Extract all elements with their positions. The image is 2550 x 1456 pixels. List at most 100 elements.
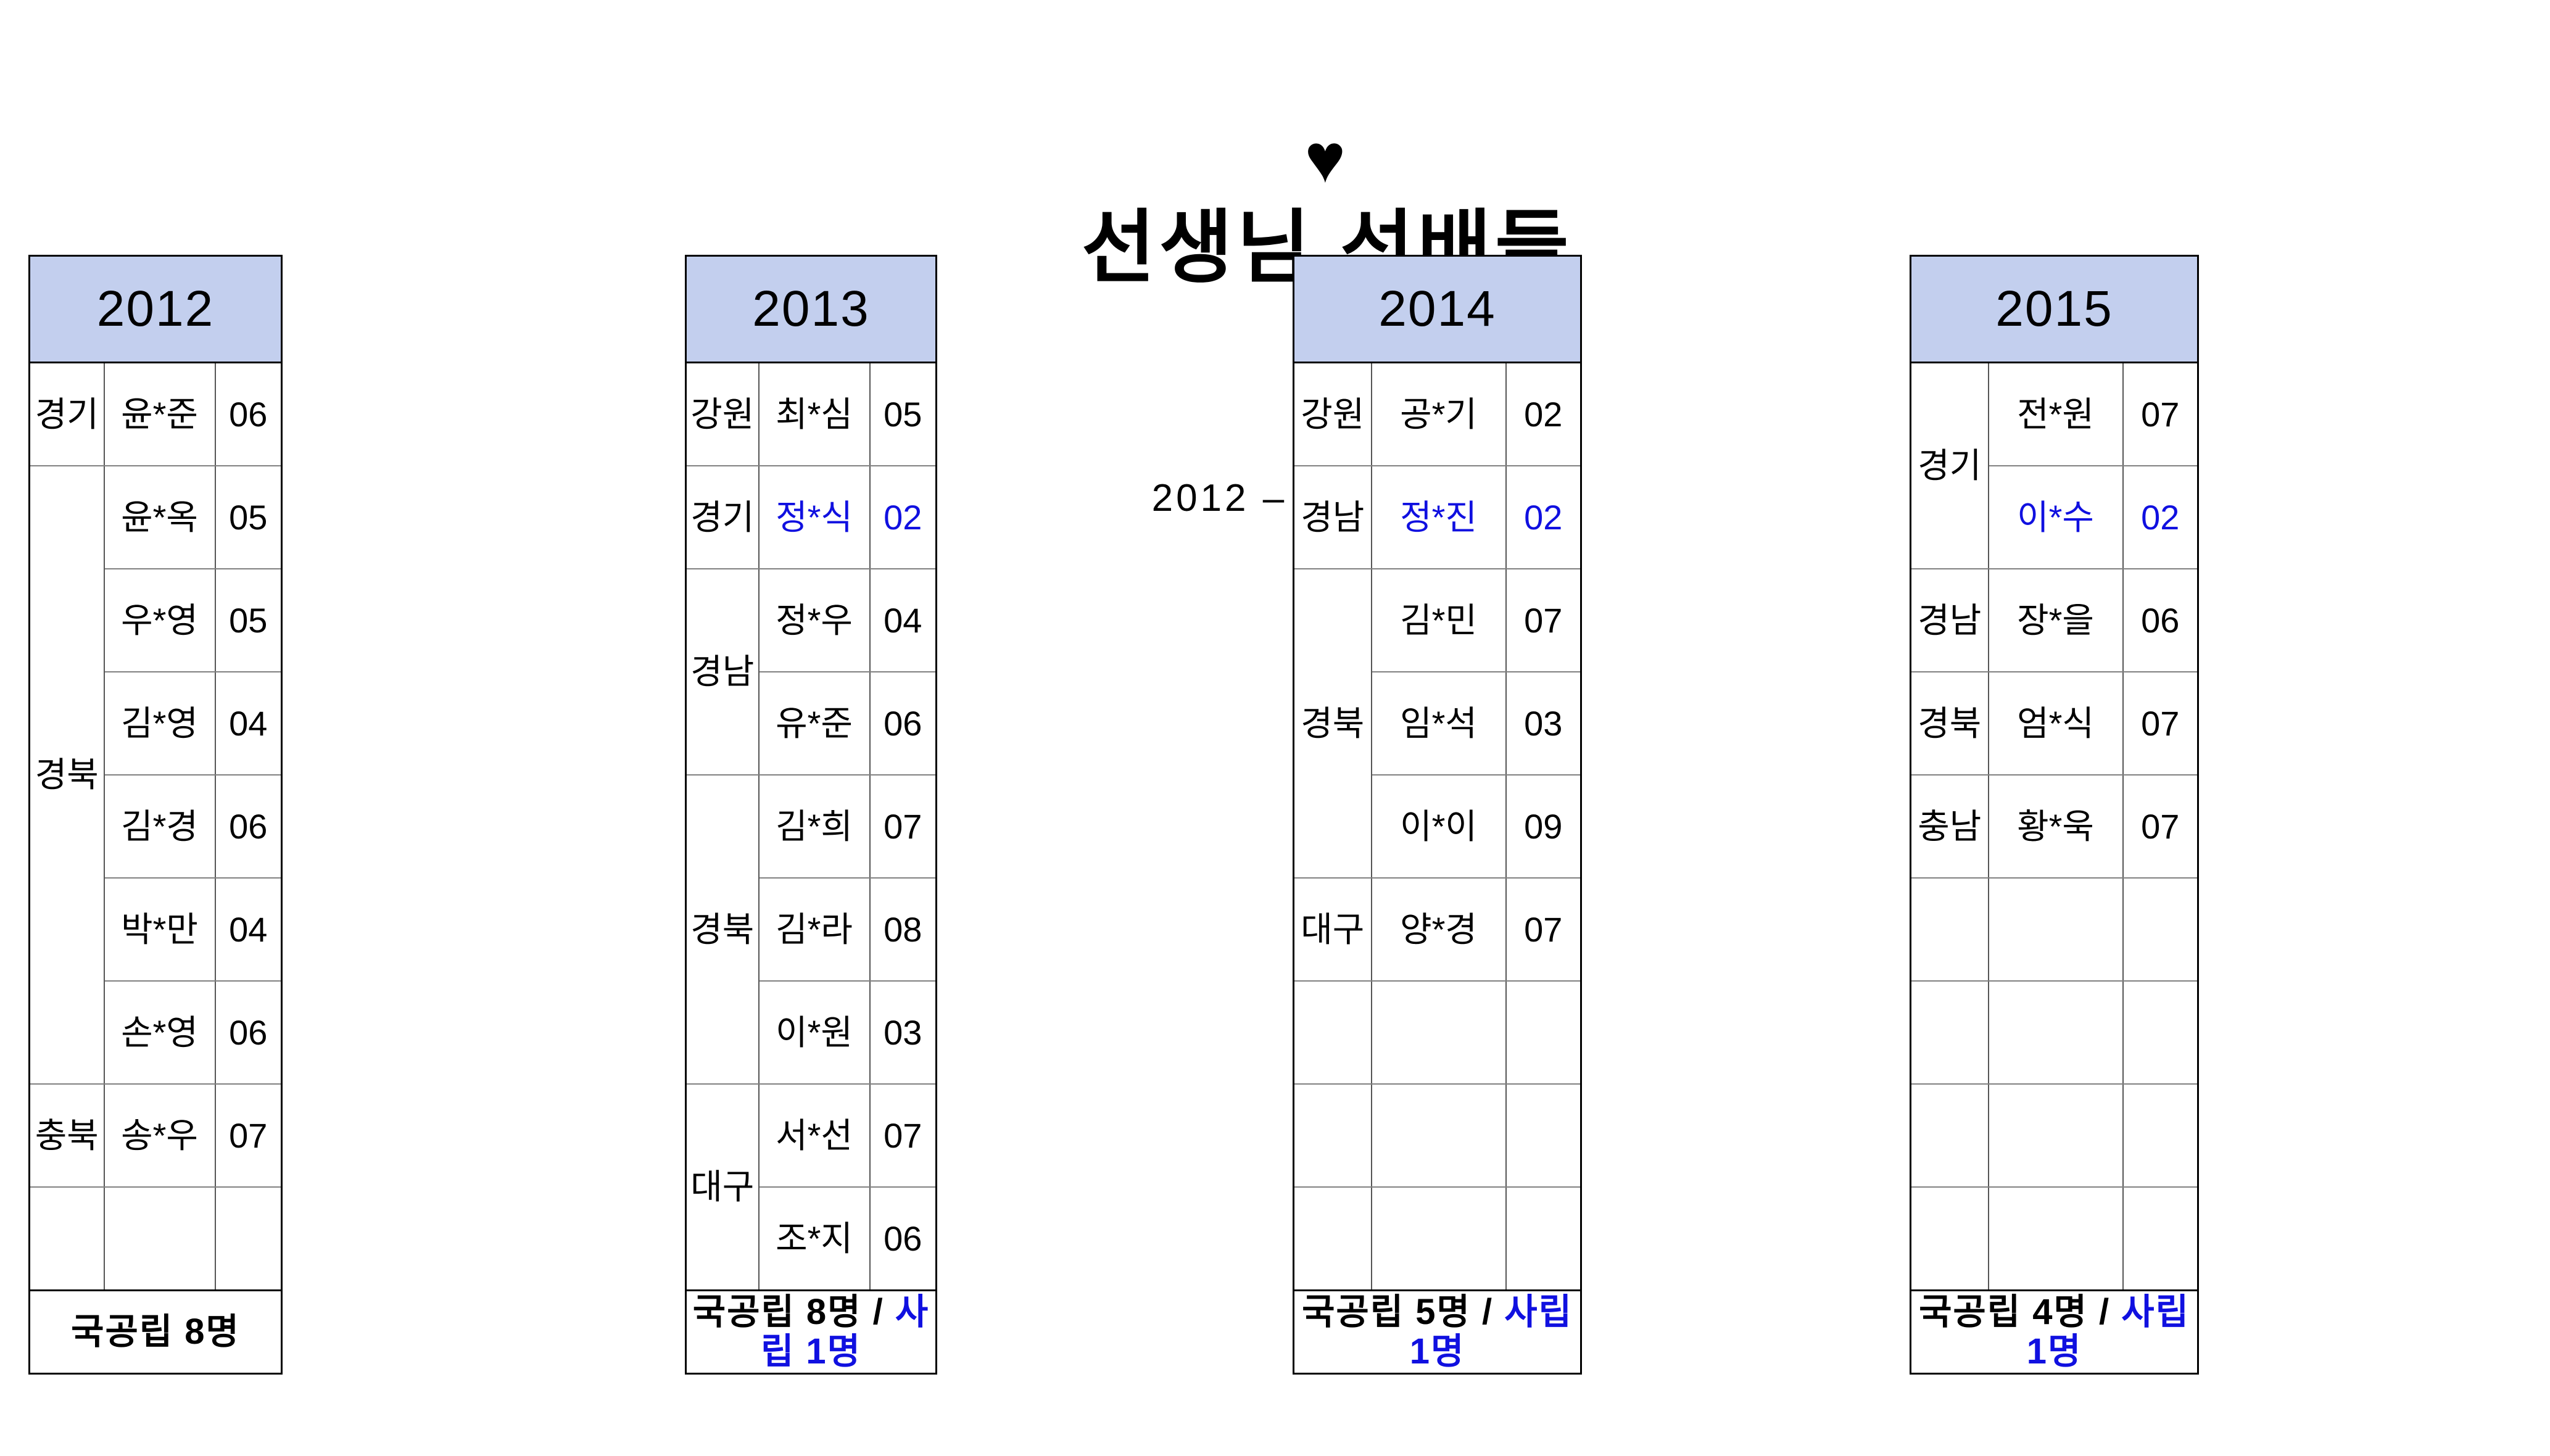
- year-table-2012: 2012 경기 윤*준 06 경북 윤*옥 05 우*영 05 김*영 04 김*경 06 박*만 04 손*…: [28, 255, 283, 1375]
- table-header-row: 2014: [1292, 255, 1583, 363]
- table-row: 경기 윤*준 06: [28, 362, 283, 466]
- code-cell: 07: [1505, 877, 1583, 982]
- empty-cell: [1987, 877, 2124, 982]
- code-cell: 05: [214, 568, 283, 672]
- empty-cell: [1987, 980, 2124, 1085]
- name-cell: 박*만: [103, 877, 216, 982]
- region-cell: 대구: [1293, 877, 1372, 982]
- table-footer-row: 국공립 8명 / 사립 1명: [684, 1289, 938, 1375]
- region-cell: 경남: [1910, 568, 1989, 672]
- table-row: 강원 최*심 05: [685, 362, 938, 466]
- region-cell: 경남: [685, 568, 760, 776]
- code-cell: 07: [2122, 362, 2200, 466]
- table-header-row: 2013: [684, 255, 938, 363]
- empty-cell: [1910, 877, 1989, 982]
- code-cell: 06: [214, 362, 283, 466]
- table-footer-row: 국공립 8명: [28, 1289, 283, 1375]
- table-row: 경남 정*우 04: [685, 568, 938, 776]
- code-cell: 03: [869, 980, 938, 1085]
- region-cell: 경북: [685, 774, 760, 1085]
- code-cell: 09: [1505, 774, 1583, 879]
- table-row: 경북 윤*옥 05: [28, 465, 283, 1085]
- code-cell: 06: [2122, 568, 2200, 672]
- table-header-row: 2015: [1909, 255, 2200, 363]
- name-cell: 김*영: [103, 671, 216, 776]
- year-header-2015: 2015: [1909, 255, 2200, 363]
- code-cell: 07: [2122, 671, 2200, 776]
- region-cell: 경북: [1910, 671, 1989, 776]
- code-cell: 08: [869, 877, 938, 982]
- region-cell: 경기: [1910, 362, 1989, 569]
- empty-row: [1910, 1083, 2200, 1188]
- code-cell: 06: [869, 1186, 938, 1291]
- empty-row: [1293, 980, 1583, 1085]
- empty-row: [1293, 1186, 1583, 1291]
- table-row: 김*라 08: [686, 877, 938, 982]
- table-row: 임*석 03: [1294, 671, 1583, 776]
- table-2014: 2014 강원 공*기 02 경남 정*진 02 경북 김*민 07 임*석 03 이*이 09 대구 양*경…: [1292, 255, 1583, 1375]
- table-row: 이*이 09: [1294, 774, 1583, 879]
- empty-cell: [1910, 1186, 1989, 1291]
- table-row: 경기 정*식 02: [685, 465, 938, 569]
- name-cell: 서*선: [758, 1083, 871, 1188]
- empty-cell: [2122, 980, 2200, 1085]
- table-row: 이*수 02: [1911, 465, 2200, 569]
- name-cell: 공*기: [1370, 362, 1507, 466]
- table-header-row: 2012: [28, 255, 283, 363]
- code-cell: 06: [869, 671, 938, 776]
- table-row: 조*지 06: [686, 1186, 938, 1291]
- code-cell: 06: [214, 774, 283, 879]
- code-cell: 07: [869, 1083, 938, 1188]
- region-cell: 충남: [1910, 774, 1989, 879]
- year-tables-container: 2012 경기 윤*준 06 경북 윤*옥 05 우*영 05 김*영 04 김*경 06 박*만 04 손*…: [0, 255, 2550, 1408]
- table-row: 손*영 06: [30, 980, 283, 1085]
- table-row: 김*경 06: [30, 774, 283, 879]
- region-cell: 충북: [28, 1083, 105, 1188]
- table-row: 경북 김*민 07: [1293, 568, 1583, 879]
- name-cell: 임*석: [1370, 671, 1507, 776]
- empty-cell: [1370, 980, 1507, 1085]
- table-row: 대구 서*선 07: [685, 1083, 938, 1291]
- region-cell: 강원: [1293, 362, 1372, 466]
- empty-cell: [1505, 1186, 1583, 1291]
- name-cell: 이*수: [1987, 465, 2124, 569]
- summary-footer: 국공립 5명 / 사립 1명: [1292, 1289, 1583, 1375]
- table-row: 경기 전*원 07: [1910, 362, 2200, 569]
- public-count-label: 국공립 4명: [1919, 1292, 2088, 1333]
- empty-cell: [1370, 1186, 1507, 1291]
- code-cell: 04: [869, 568, 938, 672]
- empty-cell: [1987, 1186, 2124, 1291]
- name-cell: 정*진: [1370, 465, 1507, 569]
- empty-cell: [214, 1186, 283, 1291]
- table-row: 대구 양*경 07: [1293, 877, 1583, 982]
- table-footer-row: 국공립 5명 / 사립 1명: [1292, 1289, 1583, 1375]
- code-cell: 07: [869, 774, 938, 879]
- empty-cell: [28, 1186, 105, 1291]
- name-cell: 김*희: [758, 774, 871, 879]
- code-cell: 02: [1505, 362, 1583, 466]
- empty-cell: [1987, 1083, 2124, 1188]
- year-header-2014: 2014: [1292, 255, 1583, 363]
- name-cell: 장*을: [1987, 568, 2124, 672]
- table-row: 충북 송*우 07: [28, 1083, 283, 1188]
- private-count-label: 사립 1명: [760, 1292, 930, 1371]
- footer-separator: /: [2087, 1292, 2122, 1333]
- code-cell: 05: [869, 362, 938, 466]
- code-cell: 02: [1505, 465, 1583, 569]
- code-cell: 06: [214, 980, 283, 1085]
- empty-cell: [2122, 877, 2200, 982]
- name-cell: 김*민: [1370, 568, 1507, 672]
- table-2013: 2013 강원 최*심 05 경기 정*식 02 경남 정*우 04 유*준 06 경북 김*희 07 김*라…: [684, 255, 938, 1375]
- name-cell: 윤*옥: [103, 465, 216, 569]
- year-header-2012: 2012: [28, 255, 283, 363]
- public-count-label: 국공립 8명: [71, 1312, 240, 1352]
- region-cell: 경북: [1293, 568, 1372, 879]
- name-cell: 조*지: [758, 1186, 871, 1291]
- year-table-2015: 2015 경기 전*원 07 이*수 02 경남 장*을 06 경북 엄*식 07 충남 황*욱 07 국공…: [1909, 255, 2200, 1375]
- name-cell: 황*욱: [1987, 774, 2124, 879]
- table-row: 경북 엄*식 07: [1910, 671, 2200, 776]
- code-cell: 05: [214, 465, 283, 569]
- table-row: 이*원 03: [686, 980, 938, 1085]
- table-row: 유*준 06: [686, 671, 938, 776]
- name-cell: 김*라: [758, 877, 871, 982]
